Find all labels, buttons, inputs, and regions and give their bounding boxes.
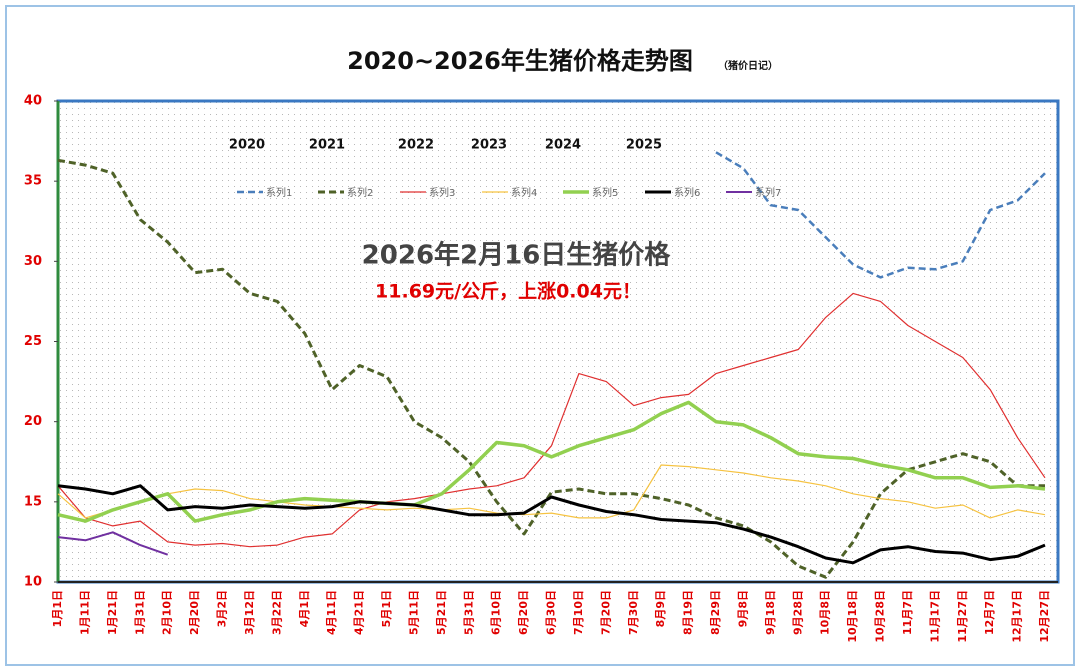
x-tick-label: 7月20日	[599, 590, 612, 635]
series-line	[715, 151, 1046, 279]
y-tick-label: 15	[24, 494, 42, 509]
y-tick-label: 35	[24, 174, 42, 189]
x-tick-label: 6月30日	[545, 590, 558, 635]
chart-subtitle: （猪价日记）	[718, 59, 778, 72]
x-tick-label: 2月10日	[161, 590, 174, 635]
x-tick-label: 12月17日	[1011, 590, 1024, 643]
year-label: 2024	[545, 138, 581, 153]
x-tick-label: 3月2日	[216, 590, 229, 627]
x-tick-label: 11月17日	[928, 590, 941, 643]
x-tick-label: 8月9日	[654, 590, 667, 627]
x-tick-label: 1月31日	[133, 590, 146, 635]
x-tick-label: 1月21日	[106, 590, 119, 635]
legend-label: 系列3	[429, 186, 455, 199]
x-tick-label: 5月1日	[380, 590, 393, 627]
plot-area	[56, 99, 1060, 584]
y-tick-label: 30	[24, 254, 42, 269]
legend-label: 系列4	[511, 186, 537, 199]
x-tick-label: 10月18日	[846, 590, 859, 643]
x-tick-label: 8月19日	[682, 590, 695, 635]
x-tick-label: 5月31日	[462, 590, 475, 635]
x-tick-label: 5月11日	[407, 590, 420, 635]
legend-label: 系列2	[347, 186, 373, 199]
year-label: 2021	[309, 138, 345, 153]
series-line	[57, 484, 1046, 565]
annotation-title: 2026年2月16日生猪价格	[362, 240, 672, 271]
series-line	[57, 531, 169, 556]
year-label: 2023	[471, 138, 507, 153]
x-tick-label: 1月11日	[78, 590, 91, 635]
legend-label: 系列6	[674, 186, 700, 199]
x-tick-label: 5月21日	[435, 590, 448, 635]
chart-title: 2020~2026年生猪价格走势图	[347, 47, 693, 75]
x-tick-label: 7月10日	[572, 590, 585, 635]
x-tick-label: 3月22日	[270, 590, 283, 635]
annotation-text: 11.69元/公斤，上涨0.04元！	[375, 281, 641, 303]
legend-label: 系列5	[592, 186, 618, 199]
x-tick-label: 4月1日	[298, 590, 311, 627]
x-tick-label: 2月20日	[188, 590, 201, 635]
x-tick-label: 12月27日	[1038, 590, 1051, 643]
year-label: 2025	[626, 138, 662, 153]
y-tick-label: 25	[24, 334, 42, 349]
series-line	[57, 292, 1046, 548]
series-line	[57, 158, 1045, 579]
year-label: 2020	[229, 138, 265, 153]
series-line	[57, 464, 1046, 519]
x-tick-label: 6月20日	[517, 590, 530, 635]
x-tick-label: 10月28日	[874, 590, 887, 643]
legend-label: 系列1	[266, 186, 292, 199]
x-tick-label: 11月27日	[956, 590, 969, 643]
x-tick-label: 8月29日	[709, 590, 722, 635]
x-tick-label: 4月21日	[353, 590, 366, 635]
x-tick-label: 3月12日	[243, 590, 256, 635]
y-tick-label: 20	[24, 414, 42, 429]
x-tick-label: 11月7日	[901, 590, 914, 635]
legend-label: 系列7	[755, 186, 781, 199]
x-tick-label: 12月7日	[983, 590, 996, 635]
x-tick-label: 10月8日	[819, 590, 832, 635]
x-tick-label: 9月8日	[736, 590, 749, 627]
x-tick-label: 9月18日	[764, 590, 777, 635]
series-line	[57, 400, 1046, 523]
x-tick-label: 1月1日	[51, 590, 64, 627]
x-tick-label: 6月10日	[490, 590, 503, 635]
y-tick-label: 10	[24, 575, 42, 590]
year-label: 2022	[398, 138, 434, 153]
x-tick-label: 4月11日	[325, 590, 338, 635]
y-tick-label: 40	[24, 94, 42, 109]
x-tick-label: 7月30日	[627, 590, 640, 635]
x-tick-label: 9月28日	[791, 590, 804, 635]
